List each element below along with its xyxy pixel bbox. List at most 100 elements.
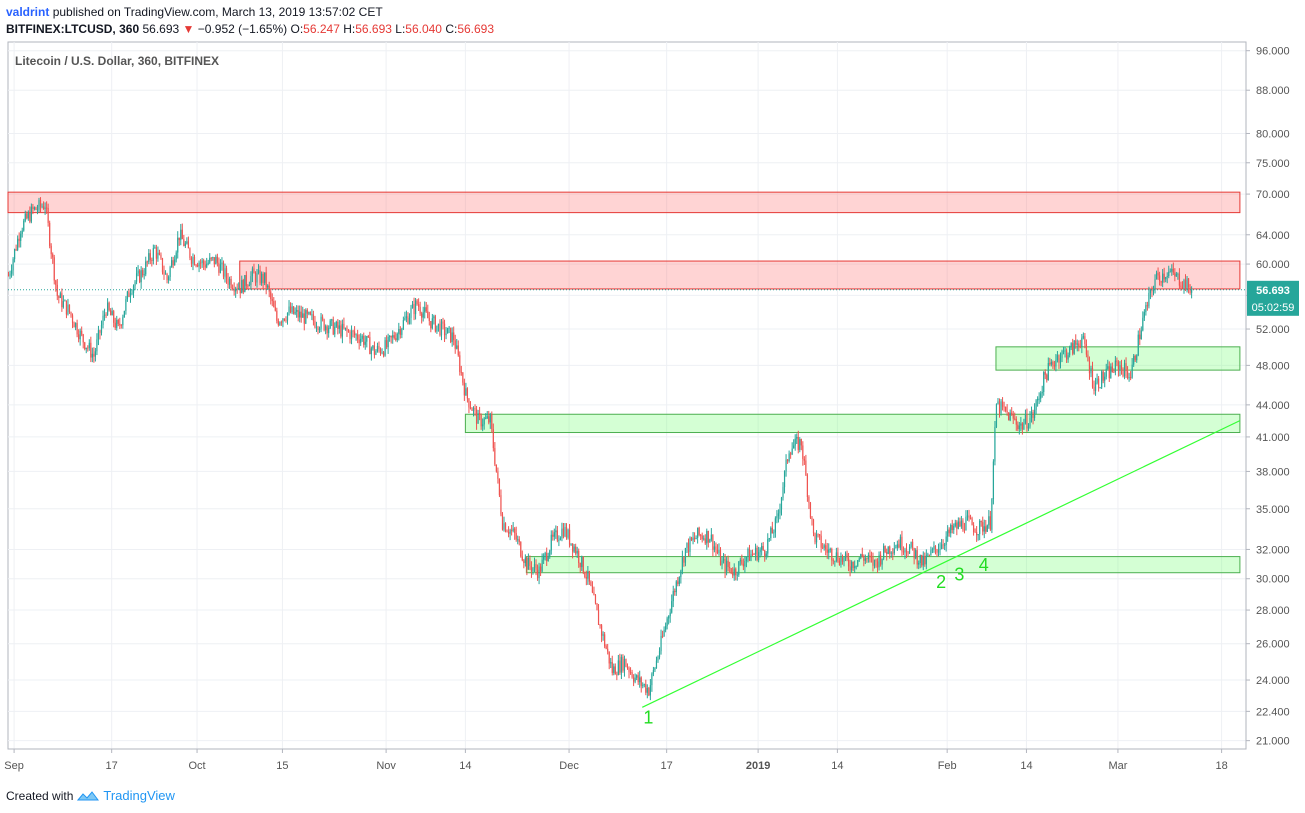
candle-down: [117, 319, 119, 324]
candle-up: [777, 513, 780, 517]
candle-down: [1015, 418, 1017, 425]
candle-down: [1184, 280, 1187, 290]
candle-down: [837, 552, 839, 562]
candle-down: [575, 546, 577, 554]
time-axis[interactable]: Sep 17 Oct 15 Nov 14 Dec 17 2019 14 Feb 14 Mar 18: [4, 749, 1228, 772]
candle-up: [67, 304, 69, 315]
candle-up: [780, 497, 783, 510]
price-axis[interactable]: 96.000 88.000 80.000 75.000 70.000 64.000 60.0…: [1246, 46, 1290, 748]
candle-down: [1120, 365, 1123, 370]
change-text: −0.952 (−1.65%): [197, 22, 288, 36]
candle-up: [328, 328, 330, 334]
candle-up: [411, 303, 414, 309]
candle-up: [950, 525, 952, 534]
candle-down: [1113, 371, 1115, 373]
candle-up: [1038, 398, 1040, 400]
candle-down: [357, 334, 359, 340]
candle-up: [477, 413, 479, 424]
candle-up: [881, 558, 883, 565]
candle-down: [474, 408, 476, 410]
candle-down: [203, 260, 205, 265]
candle-down: [495, 464, 497, 472]
author-link[interactable]: valdrint: [6, 5, 50, 19]
candle-up: [547, 557, 549, 561]
candle-up: [235, 288, 237, 292]
candle-down: [430, 321, 432, 329]
x-tick-label: 15: [276, 760, 288, 772]
candle-up: [355, 334, 357, 336]
candle-down: [875, 559, 877, 562]
candle-down: [727, 560, 729, 568]
candle-down: [597, 610, 600, 626]
x-tick-label: Sep: [4, 760, 24, 772]
candle-down: [93, 353, 95, 357]
candle-down: [42, 206, 45, 209]
candle-up: [1040, 393, 1042, 399]
candle-down: [110, 310, 112, 316]
candle-up: [919, 554, 921, 564]
candle-up: [828, 549, 830, 553]
candle-down: [71, 315, 74, 323]
candle-down: [506, 531, 508, 533]
candle-up: [238, 288, 240, 290]
candle-up: [344, 327, 347, 329]
candle-up: [1148, 292, 1150, 307]
y-tick-label: 44.000: [1256, 400, 1290, 412]
candle-down: [536, 569, 539, 579]
y-tick-label: 21.000: [1256, 736, 1290, 748]
candle-up: [152, 248, 154, 261]
candle-up: [366, 336, 368, 342]
candle-up: [482, 424, 484, 427]
candle-up: [713, 546, 716, 550]
candle-up: [329, 320, 331, 329]
y-tick-label: 32.000: [1256, 544, 1290, 556]
footer: Created with TradingView: [6, 788, 175, 803]
candle-down: [771, 527, 773, 534]
x-tick-label: 14: [459, 760, 471, 772]
candle-up: [1061, 351, 1063, 359]
candle-up: [939, 548, 941, 550]
candle-up: [1119, 365, 1121, 371]
candle-down: [337, 321, 339, 329]
candle-up: [489, 414, 491, 423]
candle-up: [1145, 305, 1147, 313]
candle-up: [134, 281, 136, 286]
candle-up: [512, 528, 514, 531]
candle-up: [1027, 426, 1030, 429]
candle-up: [791, 448, 793, 455]
candle-down: [614, 666, 616, 675]
candle-down: [1125, 363, 1127, 372]
candle-up: [341, 323, 343, 337]
candle-down: [463, 382, 465, 396]
candle-up: [405, 316, 408, 319]
candle-down: [270, 291, 272, 299]
x-tick-label: 2019: [746, 760, 770, 772]
candle-down: [1108, 366, 1110, 379]
candle-up: [750, 554, 752, 561]
candle-down: [273, 301, 275, 308]
candle-up: [991, 498, 993, 530]
candle-up: [9, 273, 11, 276]
candle-up: [30, 206, 32, 222]
y-tick-label: 48.000: [1256, 360, 1290, 372]
candle-down: [626, 666, 629, 669]
tradingview-brand-link[interactable]: TradingView: [103, 788, 175, 803]
candle-down: [886, 551, 888, 555]
candle-down: [704, 538, 706, 544]
candle-down: [498, 478, 501, 496]
candle-down: [190, 257, 193, 264]
candle-down: [1172, 268, 1174, 273]
candle-up: [219, 264, 222, 273]
candle-down: [419, 306, 421, 314]
candle-up: [684, 548, 687, 563]
candle-down: [142, 270, 144, 276]
candle-down: [439, 323, 441, 336]
candle-up: [843, 557, 845, 562]
candle-down: [640, 677, 642, 686]
y-tick-label: 35.000: [1256, 504, 1290, 516]
candle-down: [539, 566, 542, 572]
candle-down: [236, 288, 238, 290]
y-tick-label: 64.000: [1256, 230, 1290, 242]
candle-down: [113, 311, 115, 323]
